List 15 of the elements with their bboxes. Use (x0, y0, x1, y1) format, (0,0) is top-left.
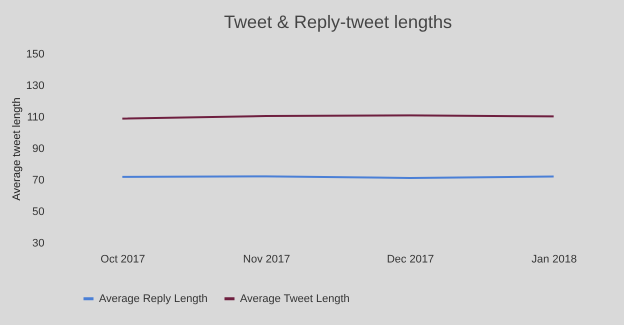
x-tick-label: Dec 2017 (386, 254, 434, 266)
x-tick-label: Jan 2018 (532, 254, 577, 266)
y-tick-label: 70 (32, 174, 44, 186)
legend-label: Average Tweet Length (240, 292, 350, 305)
x-tick-label: Nov 2017 (243, 254, 290, 266)
y-tick-label: 30 (32, 238, 44, 250)
legend-label: Average Reply Length (99, 292, 208, 305)
x-tick-label: Oct 2017 (100, 254, 146, 266)
chart-title: Tweet & Reply-tweet lengths (224, 12, 452, 32)
y-tick-label: 90 (32, 143, 44, 155)
y-axis-title: Average tweet length (11, 97, 24, 201)
y-tick-label: 150 (26, 48, 44, 60)
y-tick-label: 130 (26, 80, 44, 92)
y-tick-label: 50 (32, 206, 44, 218)
y-tick-label: 110 (26, 112, 44, 124)
